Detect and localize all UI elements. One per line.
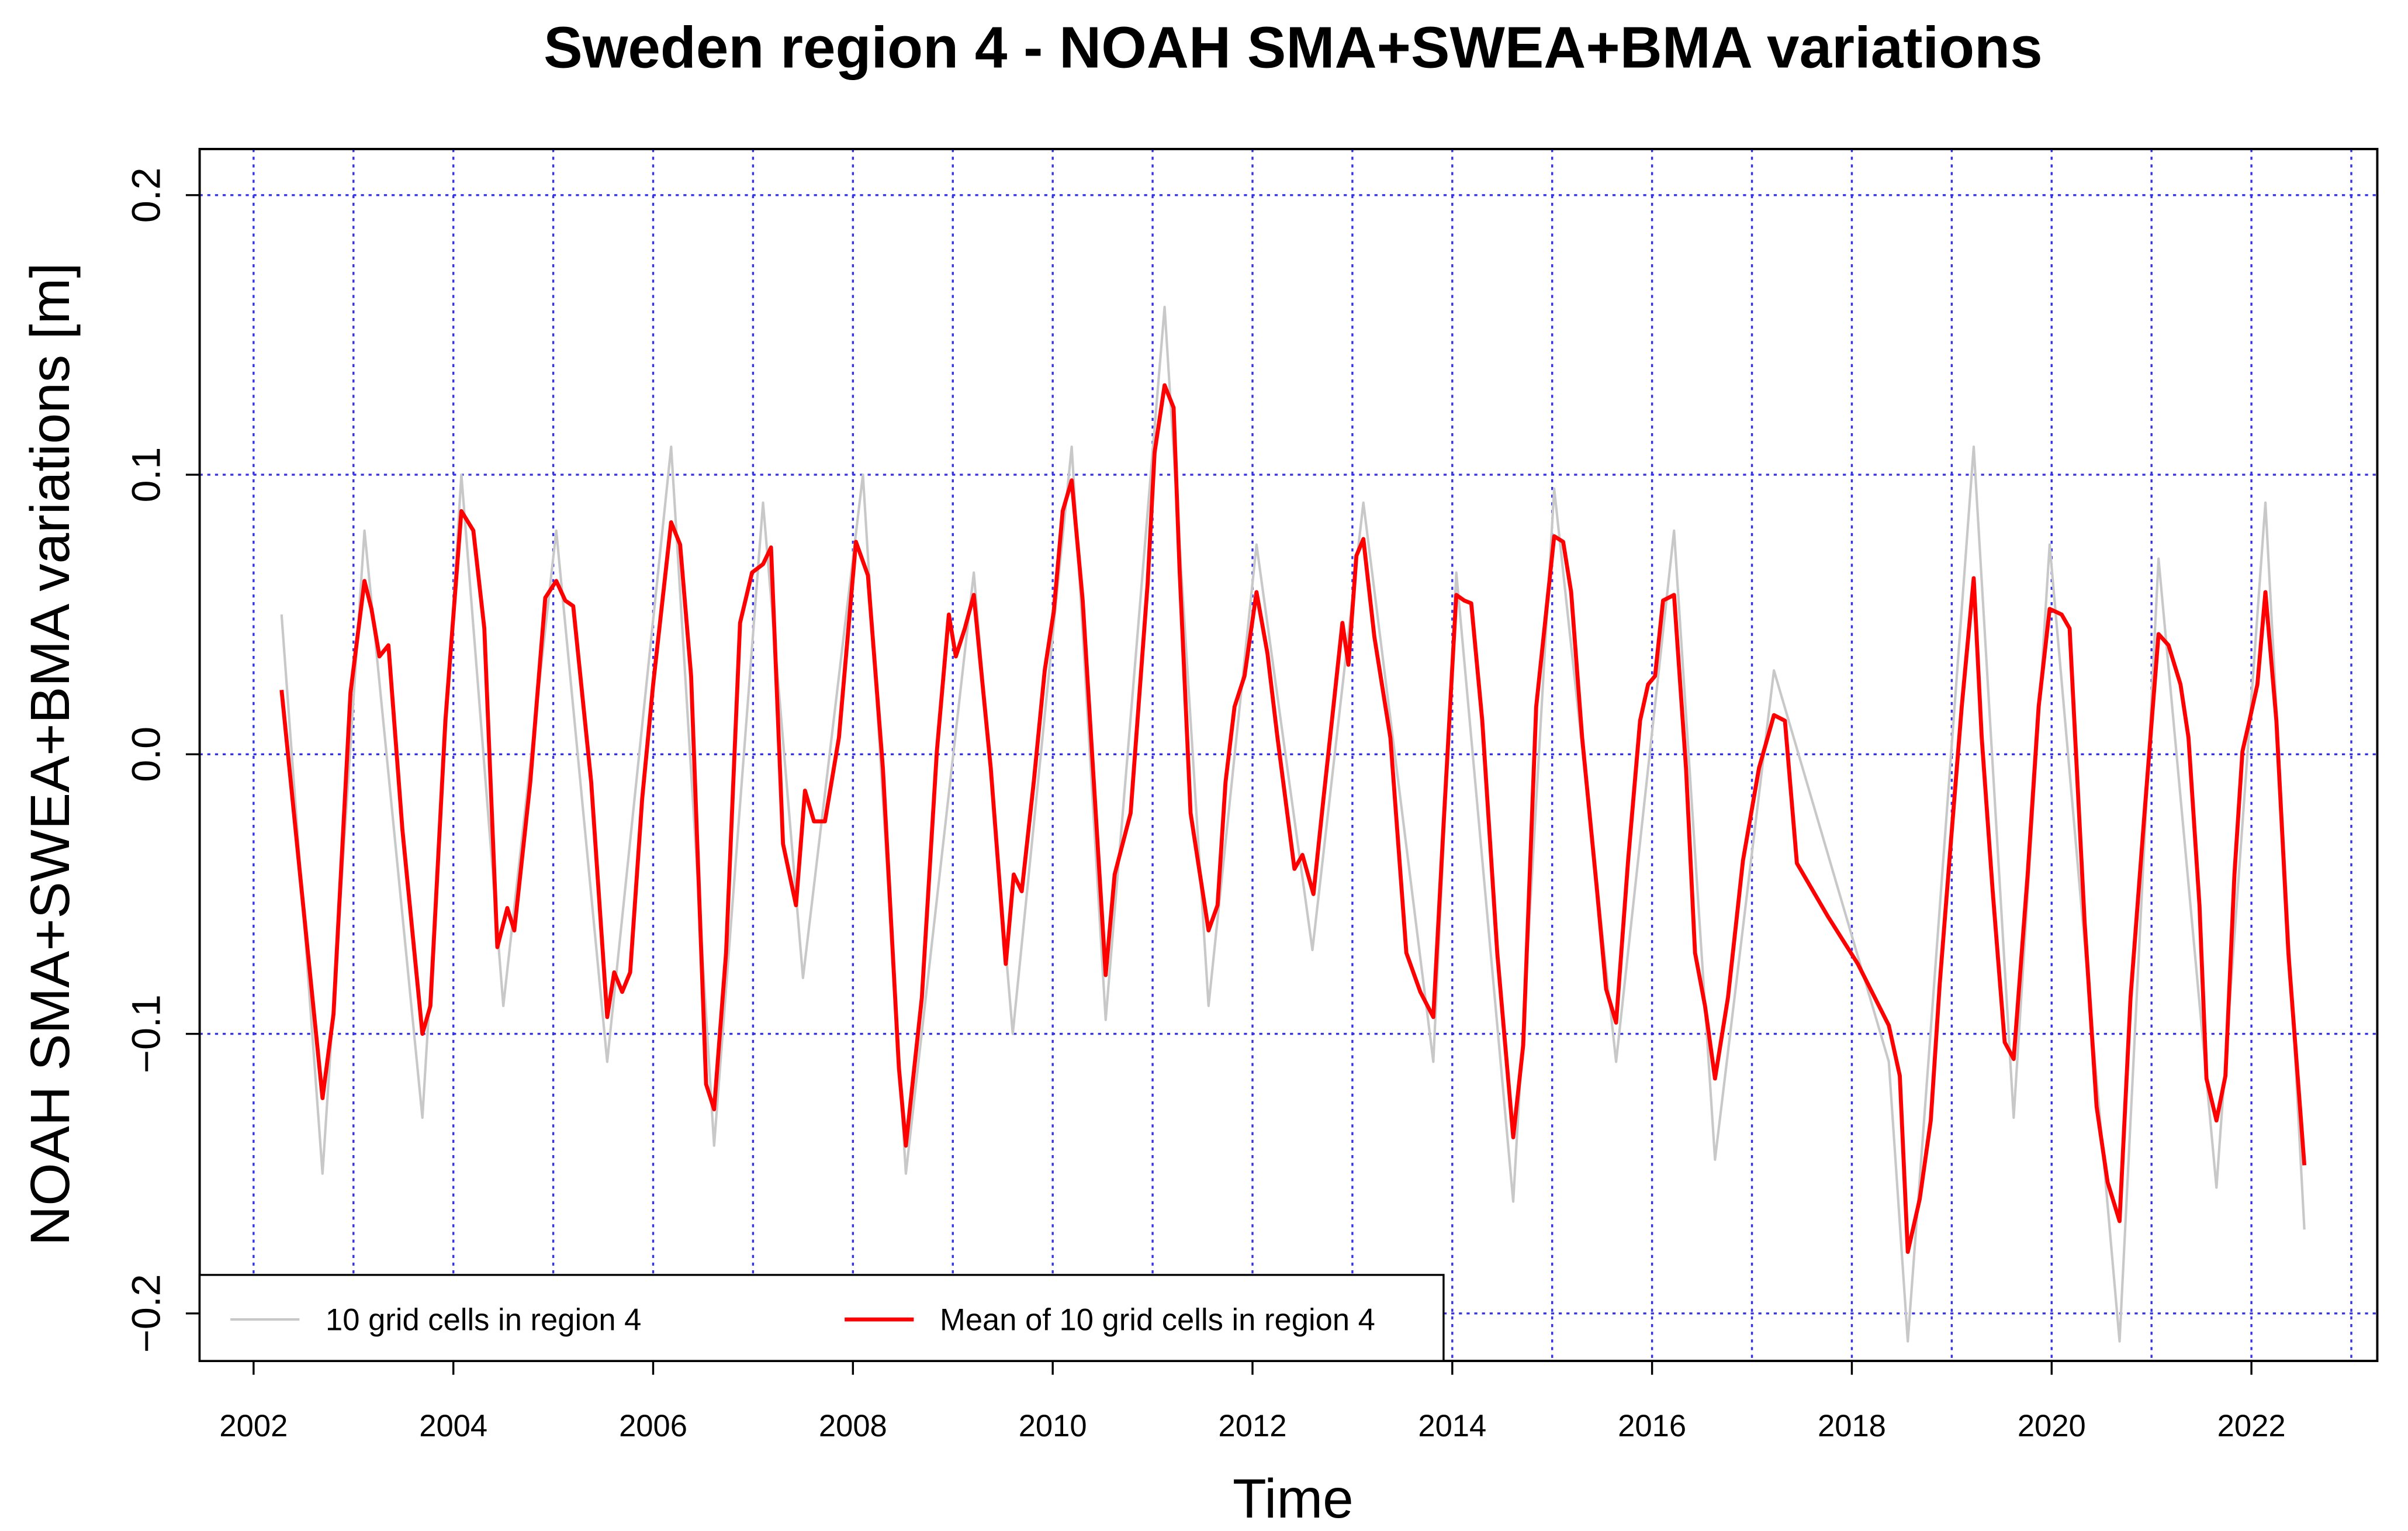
- x-tick-label: 2018: [1818, 1409, 1886, 1443]
- x-tick-label: 2004: [419, 1409, 487, 1443]
- y-tick-label: −0.1: [124, 994, 168, 1073]
- chart-title: Sweden region 4 - NOAH SMA+SWEA+BMA vari…: [544, 16, 2043, 81]
- y-tick-label: −0.2: [124, 1274, 168, 1353]
- y-tick-label: 0.1: [124, 447, 168, 503]
- x-tick-label: 2006: [619, 1409, 687, 1443]
- legend-label: 10 grid cells in region 4: [326, 1303, 641, 1338]
- legend-box: [198, 1274, 1445, 1362]
- x-tick-label: 2016: [1618, 1409, 1686, 1443]
- y-tick-label: 0.0: [124, 727, 168, 782]
- x-tick-label: 2022: [2217, 1409, 2286, 1443]
- legend: 10 grid cells in region 4 Mean of 10 grid…: [198, 1274, 1445, 1362]
- x-tick-label: 2008: [819, 1409, 887, 1443]
- x-tick-label: 2010: [1019, 1409, 1087, 1443]
- x-tick-label: 2012: [1219, 1409, 1287, 1443]
- legend-label: Mean of 10 grid cells in region 4: [940, 1303, 1375, 1338]
- series-line: [280, 306, 2306, 1343]
- y-axis-label: NOAH SMA+SWEA+BMA variations [m]: [19, 262, 81, 1246]
- x-tick-label: 2002: [219, 1409, 288, 1443]
- x-tick-label: 2020: [2018, 1409, 2086, 1443]
- x-tick-label: 2014: [1418, 1409, 1486, 1443]
- y-tick-label: 0.2: [124, 167, 168, 223]
- x-axis-label: Time: [1233, 1468, 1354, 1530]
- series-line: [279, 383, 2307, 1254]
